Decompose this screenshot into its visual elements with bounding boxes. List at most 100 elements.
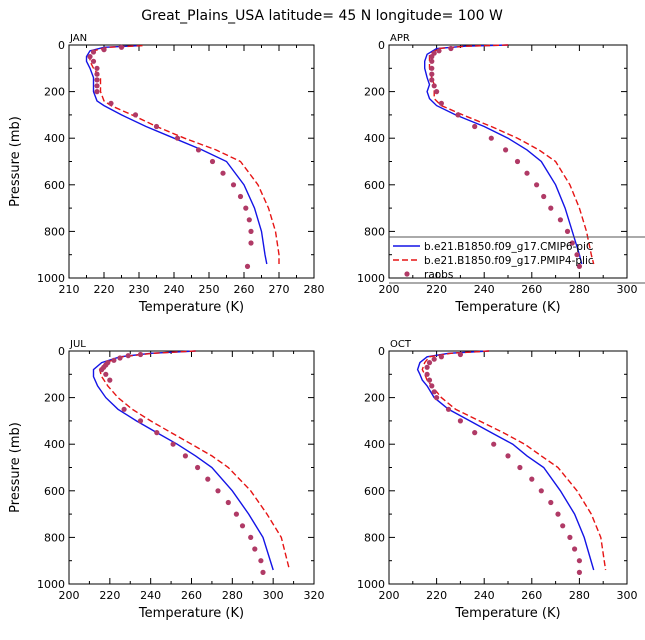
y-tick-label: 200 [44,392,65,405]
raobs-point [246,217,252,223]
y-tick-label: 200 [44,86,65,99]
x-tick-label: 280 [304,283,325,296]
raobs-point [431,389,437,395]
raobs-point [574,252,580,258]
x-axis-label: Temperature (K) [454,300,560,315]
raobs-point [111,357,117,363]
x-tick-label: 280 [569,589,590,602]
x-axis-label: Temperature (K) [454,606,560,621]
raobs-point [438,100,444,106]
raobs-point [564,228,571,234]
plot-frame [68,350,315,585]
raobs-point [215,488,221,494]
raobs-point [541,193,547,200]
x-tick-label: 260 [234,283,255,296]
raobs-point [108,100,114,106]
panel-jan: 210 220 230 240 250 260 270 280 0 200 400 600 800 100… [8,33,325,315]
raobs-point [94,71,100,77]
raobs-point [572,546,578,552]
raobs-point [488,135,494,141]
raobs-point [153,123,160,130]
y-tick-label: 1000 [357,578,385,591]
y-tick-label: 1000 [37,272,65,285]
raobs-point [248,534,254,541]
raobs-point [429,71,435,77]
raobs-point [472,430,478,436]
raobs-point [560,523,566,529]
x-tick-label: 280 [569,283,590,296]
raobs-point [424,364,430,370]
raobs-point [94,77,100,83]
y-axis-label: Pressure (mb) [8,116,23,207]
raobs-point [118,44,125,50]
y-tick-label: 600 [44,485,65,498]
raobs-point [230,182,237,188]
x-tick-label: 240 [164,283,185,296]
y-tick-label: 0 [378,345,385,358]
raobs-point [94,83,100,89]
raobs-point [195,147,202,153]
plot-frame [388,350,628,585]
raobs-point [117,355,123,361]
y-tick-label: 0 [378,39,385,52]
raobs-point [431,83,437,89]
raobs-point [154,430,160,436]
x-tick-label: 200 [59,589,80,602]
series-line-cmip6 [416,350,595,571]
y-tick-label: 0 [58,345,65,358]
raobs-point [567,534,573,541]
raobs-point [426,377,433,383]
raobs-point [125,353,131,359]
raobs-point [505,453,511,459]
y-tick-label: 400 [44,132,65,145]
y-tick-label: 200 [364,86,385,99]
legend-swatch-dot [404,271,410,277]
y-tick-label: 600 [364,485,385,498]
raobs-point [514,158,521,165]
raobs-point [239,523,246,529]
y-tick-label: 400 [364,132,385,145]
raobs-point [436,48,442,54]
y-tick-label: 600 [364,179,385,192]
raobs-point [448,45,454,52]
legend-entry-label: raobs [424,269,453,281]
raobs-point [99,367,105,373]
x-tick-label: 200 [379,283,400,296]
x-tick-label: 270 [269,283,290,296]
x-tick-label: 240 [474,283,495,296]
x-axis-label: Temperature (K) [138,606,244,621]
y-tick-label: 800 [44,531,65,544]
raobs-point [538,488,544,494]
raobs-point [438,354,444,360]
x-tick-label: 220 [426,589,447,602]
raobs-point [101,47,107,53]
x-tick-label: 220 [99,589,120,602]
raobs-point [132,112,139,118]
raobs-point [90,58,97,64]
x-tick-label: 280 [222,589,243,602]
x-tick-label: 250 [199,283,220,296]
raobs-point [252,546,258,552]
raobs-point [248,240,254,246]
x-tick-label: 300 [263,589,284,602]
raobs-point [137,351,144,358]
raobs-point [195,464,201,471]
raobs-point [244,263,251,269]
panel-oct: 200 220 240 260 280 300 0 200 400 600 800 1000 OCT Te… [357,339,638,621]
raobs-point [248,228,254,234]
raobs-point [233,511,239,517]
x-tick-label: 210 [59,283,80,296]
raobs-point [529,476,535,482]
raobs-point [225,499,231,506]
x-tick-label: 260 [521,283,542,296]
raobs-point [534,182,540,188]
raobs-point [569,240,575,246]
raobs-point [258,558,264,564]
x-tick-label: 240 [474,589,495,602]
raobs-point [576,558,583,564]
x-tick-label: 300 [617,283,638,296]
y-tick-label: 400 [44,438,65,451]
raobs-point [517,464,523,471]
raobs-point [103,371,109,377]
